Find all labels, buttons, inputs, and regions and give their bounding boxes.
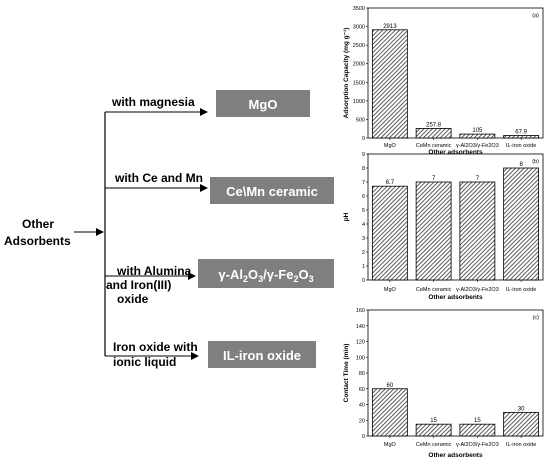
branch-label-ionic-1: Iron oxide with (113, 340, 198, 354)
box-cemn (210, 177, 334, 204)
x-axis-label: Other adsorbents (428, 149, 483, 156)
x-tick-label: IL-iron oxide (506, 287, 536, 293)
y-tick-label: 120 (356, 340, 365, 346)
box-alumina (198, 259, 334, 288)
y-tick-label: 0 (362, 434, 365, 440)
data-label: 15 (474, 418, 481, 424)
branch-label-ce-mn: with Ce and Mn (114, 171, 203, 185)
y-tick-label: 7 (362, 180, 365, 186)
data-label: 6.7 (386, 180, 395, 186)
y-tick-label: 60 (359, 387, 365, 393)
y-tick-label: 6 (362, 194, 365, 200)
y-tick-label: 2 (362, 250, 365, 256)
box-alumina-text: γ-Al2O3/γ-Fe2O3 (218, 267, 313, 284)
box-mgo (216, 90, 310, 117)
y-axis-label: Contact Time (min) (343, 344, 350, 403)
root-label-line2: Adsorbents (4, 234, 71, 248)
y-tick-label: 5 (362, 208, 365, 214)
root-label-line1: Other (22, 217, 54, 231)
y-tick-label: 1 (362, 264, 365, 270)
x-tick-label: γ-Al2O3/γ-Fe2O3 (456, 143, 499, 149)
data-label: 30 (518, 406, 525, 412)
bar (503, 135, 540, 139)
data-label: 60 (387, 383, 394, 389)
chart-contact-time: (c) 0 20 40 60 80 100 120 140 160 Contact Time (mi… (343, 308, 544, 459)
y-tick-label: 4 (362, 222, 365, 228)
bar (371, 388, 408, 437)
x-tick-label: MgO (384, 143, 397, 149)
y-tick-label: 2000 (353, 62, 365, 68)
panel-label: (b) (532, 159, 539, 165)
y-tick-label: 3500 (353, 6, 365, 12)
y-tick-label: 40 (359, 403, 365, 409)
y-axis-label: pH (343, 212, 350, 221)
data-label: 67.9 (515, 129, 527, 135)
y-tick-label: 8 (362, 166, 365, 172)
y-tick-label: 80 (359, 371, 365, 377)
plot-frame (367, 153, 544, 281)
y-axis-label: Adsorption Capacity (mg g⁻¹) (343, 28, 350, 119)
bar (459, 423, 496, 437)
x-tick-label: CeMn ceramic (416, 143, 452, 149)
branch-label-magnesia: with magnesia (111, 95, 195, 109)
box-il-iron-oxide (208, 341, 316, 368)
box-mgo-text: MgO (249, 97, 278, 112)
branch-label-alumina-3: oxide (117, 292, 149, 306)
bar (371, 185, 408, 281)
bar (415, 423, 452, 437)
x-tick-label: CeMn ceramic (416, 442, 452, 448)
y-tick-label: 2500 (353, 43, 365, 49)
data-label: 105 (472, 128, 483, 134)
x-tick-label: MgO (384, 287, 397, 293)
bar (415, 128, 452, 139)
y-tick-label: 3 (362, 236, 365, 242)
x-tick-label: CeMn ceramic (416, 287, 452, 293)
x-tick-label: IL-iron oxide (506, 442, 536, 448)
data-label: 15 (430, 418, 437, 424)
box-il-iron-oxide-text: IL-iron oxide (223, 348, 301, 363)
panel-label: (a) (532, 13, 539, 19)
bar (415, 181, 452, 281)
x-tick-label: MgO (384, 442, 397, 448)
x-tick-label: γ-Al2O3/γ-Fe2O3 (456, 287, 499, 293)
y-tick-label: 140 (356, 324, 365, 330)
chart-adsorption-capacity: (a) 0 500 1000 1500 2000 2500 3000 3500 Adsorptio… (343, 6, 544, 156)
y-tick-label: 1000 (353, 99, 365, 105)
data-label: 7 (476, 176, 480, 182)
y-tick-label: 20 (359, 418, 365, 424)
x-tick-label: IL-iron oxide (506, 143, 536, 149)
box-cemn-text: Ce\Mn ceramic (226, 184, 318, 199)
x-axis-label: Other adsorbents (428, 294, 483, 301)
y-tick-label: 160 (356, 308, 365, 314)
data-label: 2913 (383, 24, 397, 30)
adsorbent-flow-diagram: Other Adsorbents with magnesia MgO with … (4, 90, 334, 369)
bar (503, 411, 540, 437)
data-label: 7 (432, 176, 436, 182)
bar (503, 167, 540, 281)
y-tick-label: 3000 (353, 25, 365, 31)
x-axis-label: Other adsorbents (428, 452, 483, 459)
bar (371, 29, 408, 139)
branch-label-ionic-2: ionic liquid (113, 355, 176, 369)
y-tick-label: 0 (362, 278, 365, 284)
y-tick-label: 1500 (353, 80, 365, 86)
bar (459, 133, 496, 139)
y-tick-label: 500 (356, 117, 365, 123)
branch-label-alumina-2: and Iron(III) (106, 278, 171, 292)
chart-ph: (b) 0 1 2 3 4 5 6 7 8 9 pH 6.7 MgO 7 CeMn ceramic 7 γ-Al2… (343, 152, 544, 301)
y-tick-label: 100 (356, 355, 365, 361)
y-tick-label: 9 (362, 152, 365, 158)
data-label: 8 (519, 162, 523, 168)
panel-label: (c) (533, 315, 540, 321)
bar (459, 181, 496, 281)
y-tick-label: 0 (362, 136, 365, 142)
plot-frame (367, 7, 544, 139)
x-tick-label: γ-Al2O3/γ-Fe2O3 (456, 442, 499, 448)
data-label: 257.8 (426, 122, 442, 128)
branch-label-alumina-1: with Alumina (116, 264, 192, 278)
